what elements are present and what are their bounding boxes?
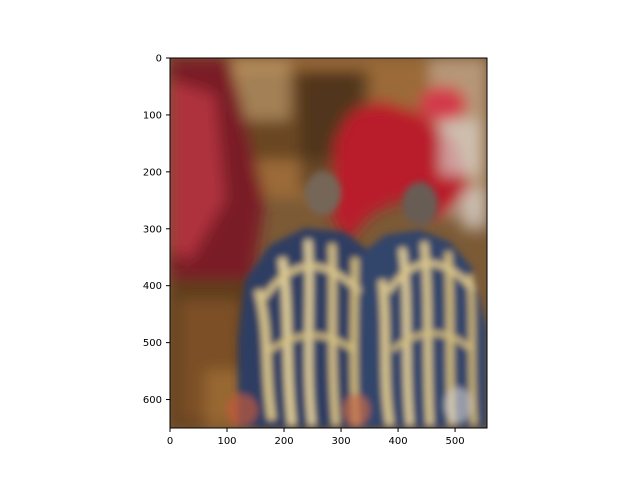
- y-tick-label: 100: [143, 110, 162, 121]
- x-axis: 0 100 200 300 400 500: [167, 428, 465, 447]
- x-tick-label: 0: [167, 436, 173, 447]
- y-tick-label: 300: [143, 224, 162, 235]
- y-tick-label: 500: [143, 338, 162, 349]
- x-tick-label: 100: [217, 436, 236, 447]
- x-tick-label: 200: [274, 436, 293, 447]
- image-content: [170, 58, 487, 428]
- x-tick-label: 300: [331, 436, 350, 447]
- y-tick-label: 0: [156, 54, 162, 65]
- y-tick-label: 600: [143, 395, 162, 406]
- x-tick-label: 400: [389, 436, 408, 447]
- y-tick-label: 200: [143, 167, 162, 178]
- x-tick-label: 500: [446, 436, 465, 447]
- y-axis: 0 100 200 300 400 500 600: [143, 54, 170, 406]
- axes-frame: [169, 57, 488, 429]
- y-tick-label: 400: [143, 281, 162, 292]
